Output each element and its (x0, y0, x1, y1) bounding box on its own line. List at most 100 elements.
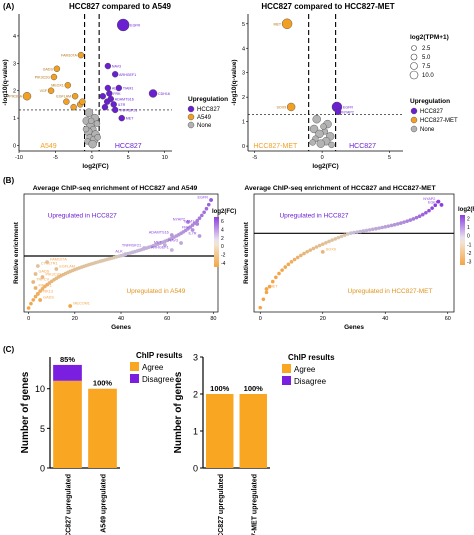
chip-right-bar-agree (206, 394, 234, 468)
volcano-left-point (110, 101, 117, 108)
volcano-left-y-tick-label: 4 (13, 34, 16, 40)
volcano-left-point (47, 87, 55, 94)
volcano-right-y-tick-label: 1 (242, 120, 245, 126)
enrichment-left-gene-label: MET (154, 241, 163, 245)
enrichment-right-gene-point (377, 226, 381, 230)
chip-left-bar-disagree (53, 364, 82, 381)
volcano-left-point (71, 92, 79, 100)
size-legend-circle (411, 45, 417, 51)
enrichment-right-gene-point (308, 248, 313, 252)
enrichment-right-labeled-point (439, 203, 444, 207)
volcano-right-x-tick-label: 0 (321, 155, 324, 161)
enrichment-left-labeled-point (33, 272, 38, 276)
enrichment-right-colorbar-tick-label: -2 (467, 251, 472, 257)
enrichment-left-labeled-point (35, 264, 40, 268)
upregulation-legend-title-left: Upregulation (188, 96, 228, 103)
enrichment-right-labeled-point (436, 199, 441, 204)
chip-right-bar-agree (239, 394, 267, 468)
enrichment-left-gene-label: NYAP2 (173, 218, 185, 222)
volcano-right-point (309, 139, 316, 146)
enrichment-right-x-tick-label: 20 (320, 316, 326, 322)
volcano-left-point-label: EGFLAM (56, 95, 71, 99)
enrichment-left-colorbar-tick-label: -4 (221, 261, 226, 267)
enrichment-left-labeled-point (197, 234, 202, 238)
enrichment-left-gene-point (40, 286, 45, 291)
upregulation-legend-title-right: Upregulation (410, 98, 450, 105)
upregulation-legend-swatch (187, 105, 195, 113)
volcano-left-point-label: FAM107A (61, 54, 77, 58)
enrichment-right-gene-point (380, 225, 384, 230)
enrichment-left-gene-label: FRK (182, 226, 190, 230)
upregulation-legend-swatch (187, 121, 195, 129)
chip-left-y-tick-label: 5 (40, 424, 45, 434)
enrichment-left-gene-point (38, 289, 42, 293)
enrichment-left-gene-point (31, 298, 36, 302)
chip-right-data-label: 100% (210, 384, 230, 393)
enrichment-right-colorbar-tick-label: 0 (467, 234, 470, 240)
enrichment-left-gene-label: TRPCV (36, 278, 49, 282)
volcano-left-point (79, 98, 86, 105)
enrichment-left-gene-label: MEOX1 (39, 284, 52, 288)
volcano-left-point-label: MET (126, 117, 134, 121)
volcano-left-x-tick-label: 5 (127, 155, 130, 161)
volcano-left-point-label: MEOX1 (51, 84, 64, 88)
chip-left-bar-agree (53, 380, 82, 468)
volcano-left-point-label: GADS (43, 67, 54, 71)
enrichment-right-labeled-point (320, 250, 325, 254)
volcano-right-x-tick-label: -5 (252, 155, 257, 161)
volcano-right-point-label: SOX9 (277, 105, 287, 109)
enrichment-right-gene-point (408, 218, 413, 222)
volcano-left-x-tick-label: -5 (53, 155, 58, 161)
enrichment-left-colorbar-tick-label: 4 (221, 228, 224, 234)
enrichment-left-x-tick-label: 40 (118, 316, 124, 322)
enrichment-plot-left: 0 20 40 60 80EGFRNYAP2TIAM1FRKIL7RADAMTS16NA… (13, 193, 236, 331)
enrichment-right-gene-point (327, 239, 331, 244)
enrichment-left-labeled-point (162, 243, 167, 247)
enrichment-right-gene-point (342, 233, 347, 237)
volcano-left-point (99, 92, 106, 100)
volcano-left-point (118, 114, 125, 122)
enrichment-right-gene-label: EGFR (428, 200, 439, 204)
volcano-left-y-tick-label: 2 (13, 89, 16, 95)
enrichment-left-gene-point (195, 218, 200, 223)
volcano-left-y-tick-label: 3 (13, 61, 16, 67)
enrichment-left-gene-point (33, 294, 38, 299)
panel-c-label: (C) (3, 345, 14, 354)
panel-b-label: (B) (3, 176, 14, 185)
enrichment-right-gene-point (289, 260, 294, 264)
volcano-left-point-label: ARHGEF1 (119, 73, 136, 77)
chip-legend-title-left: ChIP results (136, 351, 183, 360)
volcano-left-y-axis-label: -log10(q-value) (2, 59, 9, 105)
enrichment-right-gene-point (264, 290, 269, 295)
enrichment-left-colorbar-tick-label: -2 (221, 253, 226, 259)
volcano-right-y-tick-label: 3 (242, 71, 245, 77)
size-legend-value: 10.0 (422, 73, 434, 79)
enrichment-left-y-axis-label: Relative enrichment (13, 221, 20, 284)
volcano-left-y-tick-label: 0 (13, 144, 16, 150)
size-legend-circle (409, 70, 419, 80)
enrichment-right-gene-point (280, 268, 284, 272)
enrichment-left-x-tick-label: 80 (210, 316, 216, 322)
enrichment-left-labeled-point (68, 304, 73, 308)
enrichment-left-labeled-point (142, 246, 146, 250)
volcano-right-y-tick-label: 4 (242, 46, 245, 52)
enrichment-right-y-axis-label: Relative enrichment (243, 221, 250, 284)
enrichment-right-gene-point (411, 217, 416, 221)
upregulation-legend-right: Upregulation HCC827 HCC827-MET None (410, 98, 458, 133)
size-legend-title: log2(TPM+1) (410, 34, 449, 41)
volcano-left-point (88, 139, 97, 149)
enrichment-right-gene-point (330, 238, 334, 242)
enrichment-left-labeled-point (209, 198, 213, 202)
chip-left-category-label: HCC827 upregulated (66, 474, 73, 535)
enrichment-left-x-tick-label: 60 (164, 316, 170, 322)
chip-legend-title-right: ChIP results (288, 353, 335, 362)
volcano-left-point (63, 98, 70, 105)
chip-left-data-label: 85% (60, 355, 75, 364)
chip-left-y-axis-label: Number of genes (20, 371, 31, 453)
volcano-right-x-axis-label: log2(FC) (312, 163, 338, 170)
enrichment-right-gene-label: SOX9 (326, 247, 336, 251)
volcano-left-point-label: ADAMTS16 (115, 97, 134, 101)
enrichment-right-gene-point (358, 229, 363, 234)
